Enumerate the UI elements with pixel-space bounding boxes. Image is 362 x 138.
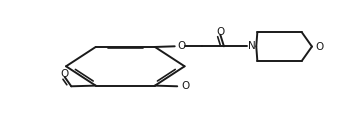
Text: O: O	[177, 41, 185, 51]
Text: N: N	[248, 41, 256, 51]
Text: O: O	[61, 69, 69, 79]
Text: O: O	[181, 81, 189, 91]
Text: O: O	[315, 42, 323, 52]
Text: O: O	[216, 26, 224, 37]
